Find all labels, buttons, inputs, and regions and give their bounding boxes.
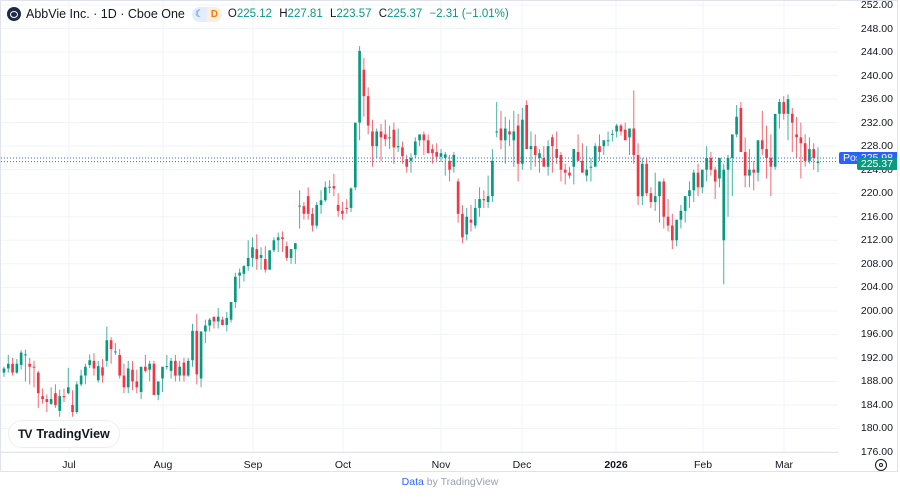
price-axis-label: 212.00 bbox=[860, 234, 893, 247]
price-axis-label: 252.00 bbox=[860, 0, 893, 11]
close-value: 225.37 bbox=[387, 8, 423, 20]
symbol-title[interactable]: AbbVie Inc. · 1D · Cboe One bbox=[26, 7, 185, 21]
session-badges: ☾ D bbox=[191, 6, 222, 22]
time-axis-label: Aug bbox=[153, 459, 173, 471]
low-value: 223.57 bbox=[336, 8, 372, 20]
price-axis-label: 196.00 bbox=[860, 328, 893, 341]
open-label: O bbox=[227, 8, 237, 20]
tradingview-logo-text: TradingView bbox=[36, 427, 110, 441]
price-axis-label: 192.00 bbox=[860, 351, 893, 364]
low-label: L bbox=[329, 8, 337, 20]
abbvie-logo-icon bbox=[7, 7, 21, 21]
time-axis-label: Oct bbox=[334, 459, 352, 471]
price-axis-label: 176.00 bbox=[860, 446, 893, 458]
price-axis-label: 240.00 bbox=[860, 69, 893, 82]
chart-frame: AbbVie Inc. · 1D · Cboe One ☾ D O225.12 … bbox=[0, 0, 898, 472]
data-link[interactable]: Data bbox=[401, 476, 424, 488]
chart-plot-area[interactable] bbox=[1, 1, 838, 452]
price-axis[interactable]: 252.00 248.00 244.00 240.00 236.00 232.00 228.… bbox=[838, 0, 899, 458]
open-value: 225.12 bbox=[236, 8, 273, 20]
ohlc-values: O225.12 H227.81 L223.57 C225.37 −2.31 (−… bbox=[228, 8, 513, 20]
price-axis-label: 200.00 bbox=[860, 304, 893, 317]
price-axis-label: 236.00 bbox=[860, 93, 893, 106]
price-axis-label: 232.00 bbox=[860, 116, 893, 129]
tradingview-mark-icon: TV bbox=[18, 427, 32, 441]
high-value: 227.81 bbox=[287, 8, 323, 20]
price-axis-label: 180.00 bbox=[860, 422, 893, 435]
price-axis-label: 208.00 bbox=[860, 257, 893, 270]
time-axis-label: Mar bbox=[774, 459, 794, 471]
price-axis-label: 220.00 bbox=[860, 187, 893, 200]
tradingview-logo[interactable]: TV TradingView bbox=[9, 421, 119, 447]
time-axis-label: Nov bbox=[431, 459, 451, 471]
time-axis-label: Sep bbox=[243, 459, 263, 471]
price-axis-label: 228.00 bbox=[860, 140, 893, 153]
price-axis-label: 244.00 bbox=[860, 46, 893, 59]
chart-legend-header: AbbVie Inc. · 1D · Cboe One ☾ D O225.12 … bbox=[7, 6, 513, 22]
candlestick-chart[interactable] bbox=[1, 1, 838, 452]
price-axis-label: 188.00 bbox=[860, 375, 893, 388]
price-axis-label: 184.00 bbox=[860, 398, 893, 411]
attribution-text: by TradingView bbox=[423, 476, 499, 488]
moon-icon[interactable]: ☾ bbox=[191, 6, 207, 22]
time-axis-label: Feb bbox=[693, 459, 713, 471]
time-axis-label: 2026 bbox=[604, 459, 628, 471]
last-price-tag: 225.37 bbox=[856, 157, 897, 170]
change-value: −2.31 (−1.01%) bbox=[429, 8, 509, 20]
time-axis-label: Dec bbox=[512, 459, 532, 471]
price-axis-label: 204.00 bbox=[860, 281, 893, 294]
close-label: C bbox=[378, 8, 388, 20]
chart-settings-icon[interactable] bbox=[875, 459, 887, 471]
high-label: H bbox=[279, 8, 288, 20]
footer-attribution: Data by TradingView bbox=[0, 476, 900, 488]
time-axis-label: Jul bbox=[62, 459, 76, 471]
price-axis-label: 248.00 bbox=[860, 22, 893, 35]
price-axis-label: 216.00 bbox=[860, 210, 893, 223]
delayed-data-badge[interactable]: D bbox=[206, 6, 222, 22]
time-axis[interactable]: Jul Aug Sep Oct Nov Dec 2026 Feb Mar bbox=[1, 452, 838, 472]
